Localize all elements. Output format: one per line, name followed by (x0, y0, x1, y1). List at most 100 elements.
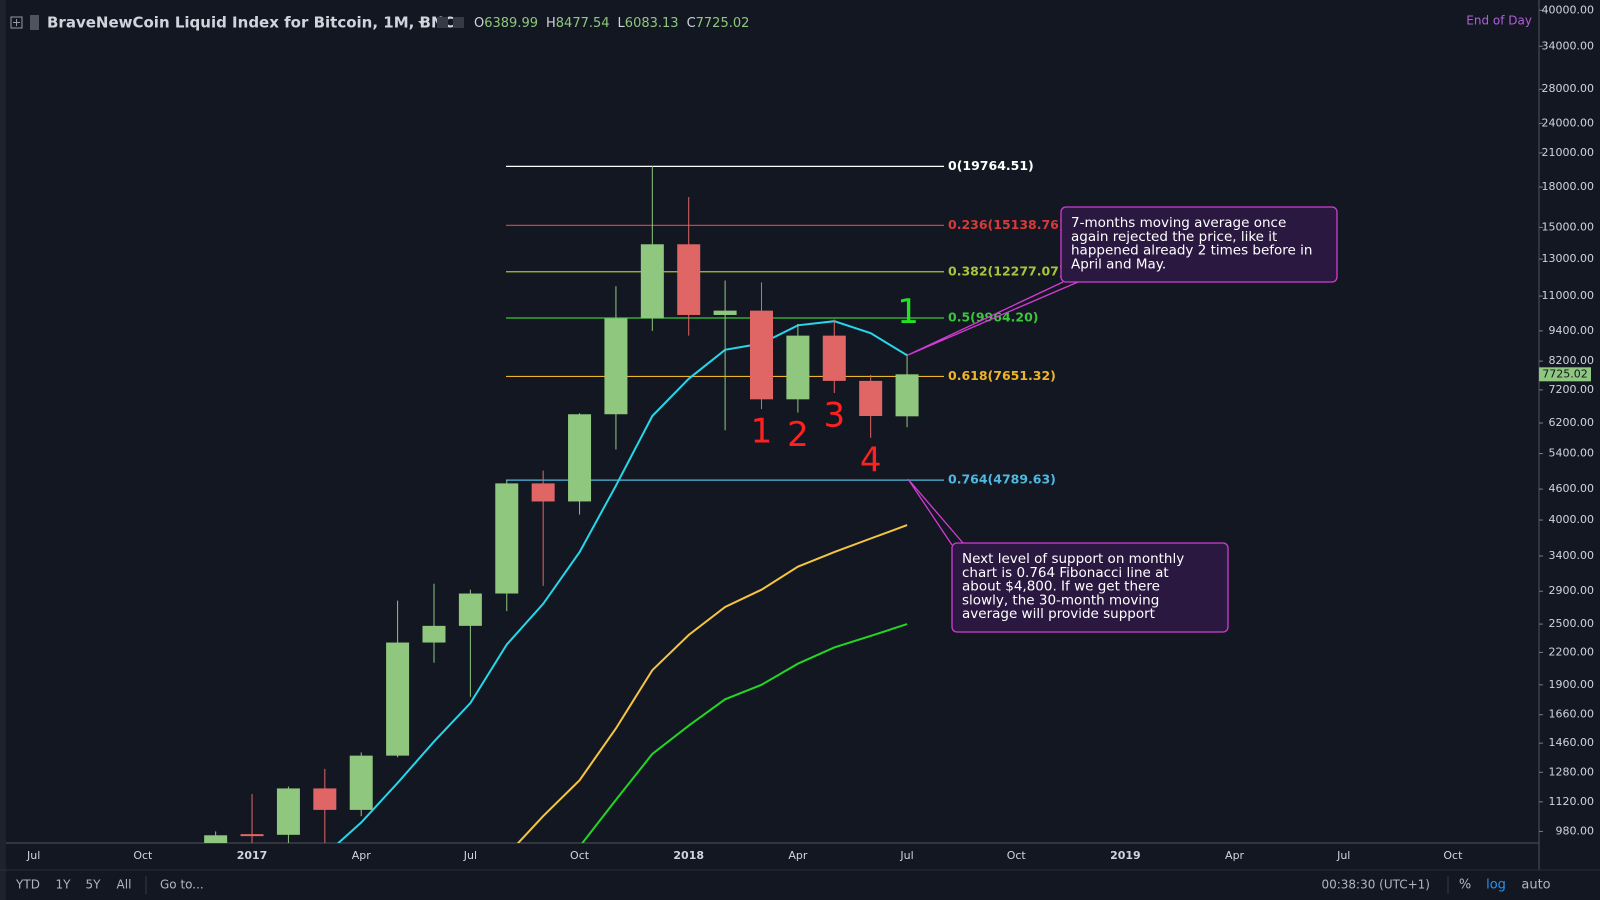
candle-body (495, 483, 519, 594)
candle-body (750, 310, 773, 400)
callout-text: slowly, the 30-month moving (962, 592, 1159, 608)
candle-body (349, 755, 373, 810)
y-tick-label: 28000.00 (1542, 82, 1595, 95)
data-mode: End of Day (1466, 14, 1532, 28)
candle-body (822, 335, 846, 381)
wave-label: 1 (897, 292, 919, 332)
candle-body (422, 625, 446, 643)
y-tick-label: 11000.00 (1542, 289, 1595, 302)
price-tag (1539, 367, 1591, 382)
callout-text: chart is 0.764 Fibonacci line at (962, 565, 1169, 581)
y-tick-label: 40000.00 (1542, 3, 1595, 16)
callout-box (951, 542, 1229, 633)
callout-pointer (907, 281, 1079, 356)
candle-body (240, 834, 264, 837)
y-tick-label: 1460.00 (1549, 736, 1595, 749)
fib-label: 0.236(15138.76) (948, 217, 1065, 232)
overlay: BraveNewCoin Liquid Index for Bitcoin, 1… (10, 14, 1532, 32)
y-tick-label: 18000.00 (1542, 180, 1595, 193)
title-dropdown[interactable] (418, 21, 426, 25)
y-tick-label: 15000.00 (1542, 220, 1595, 233)
x-tick-label: Jul (26, 849, 40, 862)
fib-label: 0.618(7651.32) (948, 368, 1056, 383)
callout-text: again rejected the price, like it (1071, 229, 1277, 245)
chart-title: BraveNewCoin Liquid Index for Bitcoin, 1… (47, 14, 455, 32)
y-tick-label: 2500.00 (1549, 617, 1595, 630)
range-button[interactable]: 1Y (56, 878, 72, 892)
x-tick-label: 2019 (1110, 849, 1141, 862)
ohlc-value: 6389.99 (484, 16, 538, 31)
y-tick-label: 13000.00 (1542, 252, 1595, 265)
wave-label: 1 (751, 412, 773, 452)
y-tick-label: 4600.00 (1549, 482, 1595, 495)
fib-label: 0.382(12277.07) (948, 263, 1065, 278)
candle-body (458, 593, 482, 626)
range-button[interactable]: 5Y (86, 878, 102, 892)
moving-average-line (516, 524, 908, 843)
range-button[interactable]: All (117, 878, 132, 892)
candle-body (604, 318, 628, 415)
fib-label: 0.764(4789.63) (948, 472, 1056, 487)
wave-label: 3 (823, 395, 845, 435)
clock: 00:38:30 (UTC+1) (1321, 878, 1430, 892)
expand-icon[interactable] (10, 16, 23, 29)
plot-area (204, 165, 944, 843)
moving-average-line (336, 320, 908, 843)
y-tick-label: 34000.00 (1542, 39, 1595, 52)
x-tick-label: Jul (899, 849, 913, 862)
x-tick-label: Apr (788, 849, 808, 862)
scale-mode-button[interactable]: log (1486, 878, 1506, 893)
callout-box (1060, 206, 1338, 283)
range-button[interactable]: YTD (15, 878, 40, 892)
drag-handle (30, 15, 39, 30)
y-tick-label: 3400.00 (1549, 549, 1595, 562)
wave-label: 4 (860, 440, 882, 480)
callout-text: 7-months moving average once (1071, 215, 1286, 231)
candle-body (677, 244, 701, 315)
price-tag-label: 7725.02 (1542, 367, 1588, 380)
x-tick-label: 2018 (673, 849, 704, 862)
goto-button[interactable]: Go to... (160, 878, 204, 892)
candle-body (531, 483, 555, 502)
left-edge (0, 0, 6, 900)
x-tick-label: Jul (1336, 849, 1350, 862)
candle-body (386, 642, 410, 756)
x-tick-label: Oct (570, 849, 590, 862)
x-tick-label: Jul (463, 849, 477, 862)
scale-mode-button[interactable]: auto (1521, 878, 1550, 893)
candle-body (859, 380, 883, 416)
ohlc-values: O6389.99 H8477.54 L6083.13 C7725.02 (474, 16, 749, 31)
scale-mode-button[interactable]: % (1459, 878, 1471, 893)
settings-icon[interactable] (437, 17, 448, 28)
y-tick-label: 1120.00 (1549, 795, 1595, 808)
candle-body (313, 788, 337, 810)
candle-body (568, 414, 592, 502)
candle-body (786, 335, 810, 400)
callout-text: happened already 2 times before in (1071, 243, 1312, 259)
y-tick-label: 7200.00 (1549, 383, 1595, 396)
callout-text: about $4,800. If we get there (962, 579, 1160, 595)
x-tick-label: Oct (133, 849, 153, 862)
y-tick-label: 2200.00 (1549, 645, 1595, 658)
ohlc-value: 8477.54 (556, 16, 610, 31)
y-tick-label: 21000.00 (1542, 146, 1595, 159)
ohlc-letter: C (687, 16, 696, 31)
ohlc-letter: L (618, 16, 626, 31)
x-tick-label: Apr (1225, 849, 1245, 862)
candle-body (895, 374, 919, 417)
candle-body (204, 835, 228, 843)
x-tick-label: Apr (352, 849, 372, 862)
y-tick-label: 1900.00 (1549, 678, 1595, 691)
y-tick-label: 1280.00 (1549, 765, 1595, 778)
ohlc-value: 6083.13 (625, 16, 679, 31)
callout-text: April and May. (1071, 256, 1166, 272)
y-tick-label: 980.00 (1556, 824, 1595, 837)
fib-label: 0.5(9964.20) (948, 309, 1039, 324)
hide-icon[interactable] (453, 17, 464, 28)
callout-text: average will provide support (962, 606, 1155, 622)
y-tick-label: 4000.00 (1549, 513, 1595, 526)
y-tick-label: 5400.00 (1549, 447, 1595, 460)
x-tick-label: Oct (1007, 849, 1027, 862)
y-tick-label: 1660.00 (1549, 708, 1595, 721)
